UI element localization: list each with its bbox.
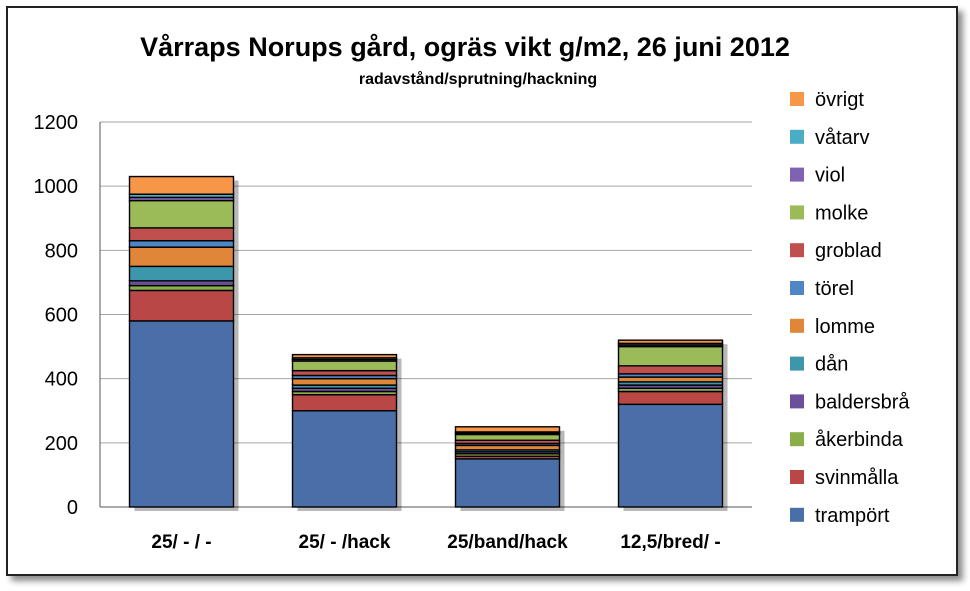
legend-swatch bbox=[790, 129, 804, 144]
y-tick-label: 1000 bbox=[34, 176, 79, 198]
bar-segment bbox=[128, 284, 235, 292]
bar-segment bbox=[128, 240, 235, 248]
bars bbox=[128, 175, 728, 511]
legend-swatch bbox=[790, 281, 804, 295]
legend-swatch bbox=[790, 432, 804, 447]
bar-segment bbox=[291, 377, 398, 386]
legend-swatch bbox=[790, 356, 804, 371]
legend: övrigt våtarv viol molke groblad törel lomme då… bbox=[790, 89, 910, 527]
bar-segment bbox=[454, 458, 561, 508]
bar-segment bbox=[128, 280, 235, 287]
legend-label: groblad bbox=[815, 240, 882, 262]
y-tick-label: 200 bbox=[45, 433, 78, 455]
bar-segment bbox=[617, 339, 724, 345]
legend-swatch bbox=[790, 394, 804, 409]
legend-label: molke bbox=[815, 202, 868, 224]
y-tick-label: 1200 bbox=[34, 112, 79, 134]
bar-segment bbox=[291, 410, 398, 508]
bar-segment bbox=[454, 426, 561, 433]
bar-segment bbox=[291, 369, 398, 377]
legend-label: dån bbox=[815, 354, 848, 376]
legend-label: viol bbox=[815, 165, 845, 187]
legend-label: baldersbrå bbox=[815, 391, 910, 413]
x-axis-categories: 25/ - / - 25/ - /hack 25/band/hack 12,5/bre… bbox=[151, 532, 720, 553]
bar-segment bbox=[128, 265, 235, 282]
x-category-label: 25/ - /hack bbox=[299, 532, 391, 553]
legend-label: lomme bbox=[815, 316, 875, 338]
legend-label: törel bbox=[815, 278, 854, 300]
legend-label: övrigt bbox=[815, 89, 864, 111]
chart-title: Vårraps Norups gård, ogräs vikt g/m2, 26… bbox=[140, 32, 790, 62]
x-category-label: 25/band/hack bbox=[447, 532, 568, 553]
bar-segment bbox=[617, 345, 724, 367]
legend-label: svinmålla bbox=[815, 467, 899, 489]
bar-segment bbox=[128, 199, 235, 229]
bar-segment bbox=[128, 289, 235, 322]
y-tick-label: 600 bbox=[45, 305, 78, 327]
bar-segment bbox=[617, 376, 724, 383]
legend-swatch bbox=[790, 205, 804, 220]
legend-swatch bbox=[790, 507, 804, 522]
bar-segment bbox=[128, 320, 235, 508]
legend-label: våtarv bbox=[815, 127, 869, 149]
bar-segment bbox=[291, 353, 398, 359]
bar-segment bbox=[291, 394, 398, 412]
legend-swatch bbox=[790, 243, 804, 258]
bar-segment bbox=[128, 227, 235, 242]
legend-swatch bbox=[790, 318, 804, 333]
bar-segment bbox=[617, 390, 724, 406]
bar-segment bbox=[128, 175, 235, 195]
x-category-label: 25/ - / - bbox=[151, 532, 211, 553]
legend-label: åkerbinda bbox=[815, 429, 904, 451]
y-tick-label: 0 bbox=[67, 497, 78, 519]
bar-segment bbox=[454, 433, 561, 441]
y-tick-label: 400 bbox=[45, 369, 78, 391]
x-category-label: 12,5/bred/ - bbox=[620, 532, 720, 553]
bar-segment bbox=[617, 365, 724, 375]
bar-segment bbox=[128, 246, 235, 268]
legend-swatch bbox=[790, 470, 804, 484]
legend-label: trampört bbox=[815, 505, 890, 527]
bar-segment bbox=[291, 360, 398, 372]
y-axis-ticks: 0 200 400 600 800 1000 1200 bbox=[34, 112, 79, 519]
bar-segment bbox=[617, 403, 724, 508]
legend-swatch bbox=[790, 167, 804, 182]
legend-swatch bbox=[790, 92, 804, 106]
chart-subtitle: radavstånd/sprutning/hackning bbox=[359, 70, 597, 88]
y-tick-label: 800 bbox=[45, 240, 78, 262]
